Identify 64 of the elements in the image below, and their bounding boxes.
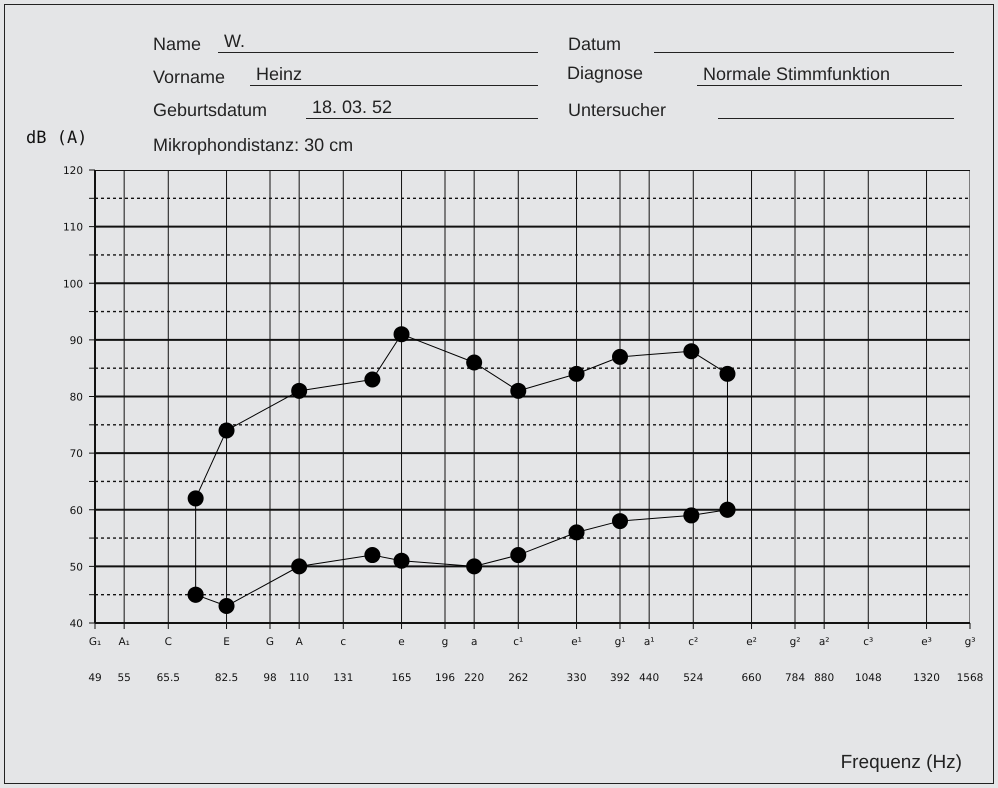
text: g³ (964, 636, 976, 648)
text: a (470, 636, 478, 648)
x-tick-label: 880 (814, 672, 834, 684)
text: E (223, 636, 230, 648)
x-tick-label: 49 (88, 672, 102, 684)
text: A₁ (118, 636, 130, 648)
x-tick-label: 131 (333, 672, 354, 684)
text: G (266, 636, 274, 648)
x-tick-label: 220 (464, 672, 484, 684)
text: c³ (863, 636, 874, 648)
y-tick-label: 110 (62, 222, 83, 234)
text: Diagnose (567, 63, 644, 84)
text: a¹ (644, 636, 654, 648)
text: Mikrophondistanz: 30 cm (153, 135, 354, 156)
y-tick-label: 70 (70, 448, 83, 460)
y-tick-label: 120 (62, 165, 83, 177)
text: a² (818, 636, 830, 648)
x-tick-label: 262 (508, 672, 528, 684)
x-tick-label: 110 (289, 672, 310, 684)
x-tick-label: 784 (784, 672, 806, 684)
x-tick-label: 98 (263, 672, 277, 684)
x-tick-label: 1568 (956, 672, 984, 684)
text: g² (790, 636, 800, 648)
text: e (398, 636, 405, 648)
x-tick-label: 392 (610, 672, 630, 684)
y-tick-label: 80 (70, 392, 83, 404)
text: W. (218, 30, 538, 53)
text: Vorname (153, 67, 226, 88)
y-axis-title: dB (A) (26, 128, 88, 148)
text: Geburtsdatum (153, 100, 268, 121)
y-tick-label: 90 (70, 334, 83, 347)
text: Datum (568, 34, 622, 55)
x-tick-label: 196 (434, 672, 456, 684)
text: e¹ (571, 636, 582, 648)
text: Untersucher (568, 100, 666, 121)
text: c (340, 636, 346, 648)
text: 18. 03. 52 (306, 96, 538, 119)
x-axis-title: Frequenz (Hz) (840, 752, 962, 774)
x-tick-label: 440 (639, 672, 660, 684)
text: Name (153, 34, 202, 55)
y-tick-label: 60 (70, 504, 83, 517)
text: G₁ (88, 636, 102, 648)
text: C (164, 636, 172, 648)
x-tick-label: 65.5 (156, 672, 180, 684)
x-tick-label: 1320 (913, 672, 940, 684)
text: c¹ (513, 636, 524, 648)
x-tick-label: 660 (742, 672, 762, 684)
text: c² (688, 636, 698, 648)
x-tick-label: 524 (683, 672, 704, 684)
text: Heinz (250, 63, 538, 86)
x-tick-label: 165 (392, 672, 412, 684)
x-tick-label: 55 (117, 672, 131, 684)
text: g¹ (614, 636, 626, 648)
text: g (442, 636, 448, 648)
x-tick-label: 82.5 (214, 672, 238, 684)
y-tick-label: 50 (70, 561, 83, 574)
x-tick-label: 1048 (854, 672, 882, 684)
text: e² (746, 636, 757, 648)
y-tick-label: 40 (70, 618, 83, 630)
y-tick-label: 100 (62, 278, 83, 290)
text: e³ (921, 636, 932, 648)
text: Normale Stimmfunktion (697, 63, 962, 86)
x-tick-label: 330 (566, 672, 587, 684)
text: A (296, 636, 304, 648)
